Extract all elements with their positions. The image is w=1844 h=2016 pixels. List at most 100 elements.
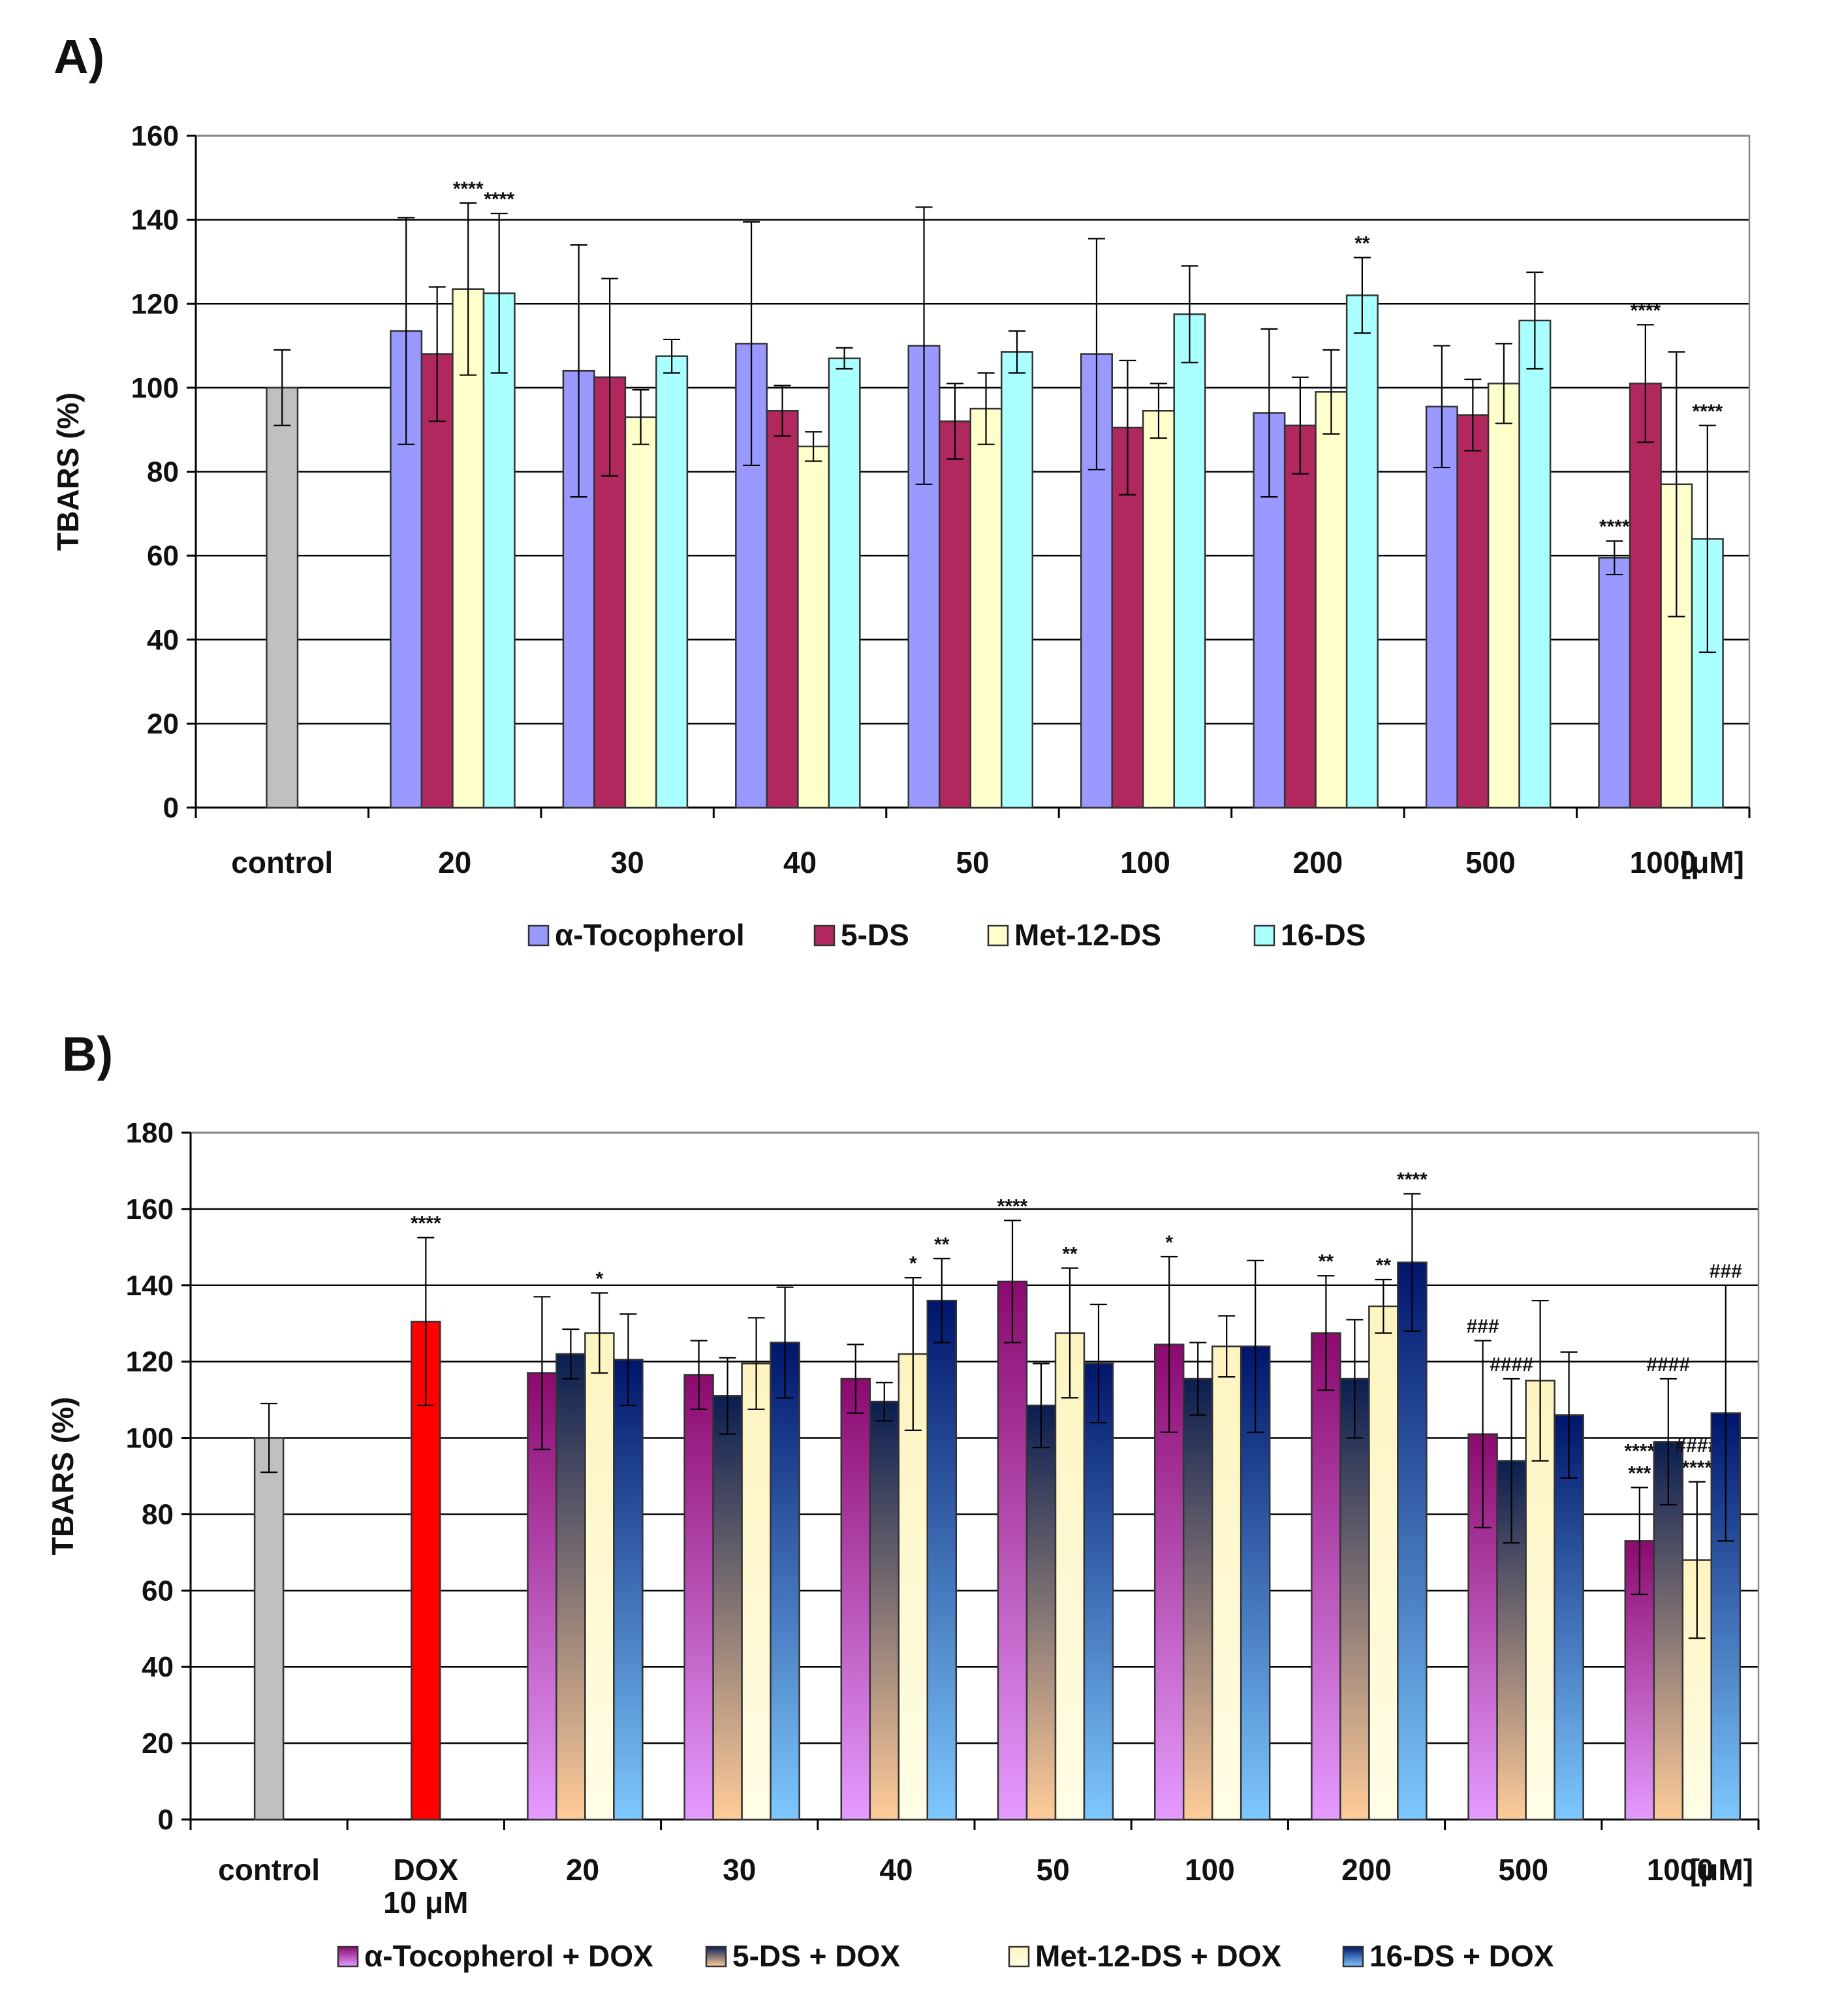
bar-16-ds-500 <box>1518 319 1552 809</box>
significance-label: ** <box>1062 1243 1078 1265</box>
bar-control <box>266 386 299 809</box>
bar-16-ds-dox-500 <box>1554 1414 1584 1821</box>
significance-label: #### <box>1646 1354 1690 1376</box>
bar-met-12-ds-dox-30 <box>741 1362 772 1821</box>
significance-label: **** <box>484 189 514 210</box>
legend-label: 16-DS <box>1281 918 1366 952</box>
x-tick-label: control <box>218 1853 320 1887</box>
x-tick-label: 200 <box>1341 1853 1392 1887</box>
legend-label: 5-DS <box>841 918 909 952</box>
bar-5-ds-200 <box>1283 424 1317 809</box>
x-tick-label: 50 <box>956 845 989 879</box>
bar-5-ds-dox-20 <box>555 1353 586 1821</box>
chart-panel-b: B) 0 20 40 60 80 100 120 140 160 180 TBARS (%) contr… <box>46 1027 1760 1973</box>
bar--tocopherol-dox-200 <box>1311 1332 1341 1821</box>
legend-swatch <box>527 924 550 947</box>
bar-met-12-ds-200 <box>1315 391 1348 809</box>
bar-16-ds-30 <box>655 355 689 809</box>
x-tick-sublabel: 10 μM <box>383 1885 468 1919</box>
y-tick-label: 0 <box>158 1804 174 1836</box>
y-tick-label: 60 <box>147 540 179 572</box>
y-tick-label: 80 <box>147 456 179 488</box>
y-tick-label: 180 <box>126 1117 174 1149</box>
y-axis-label: TBARS (%) <box>46 1397 80 1556</box>
legend-label: 16-DS + DOX <box>1369 1939 1554 1973</box>
bar-met-12-ds-dox-50 <box>1054 1332 1086 1821</box>
x-tick-label: 1000 <box>1630 845 1696 879</box>
bar-control <box>253 1437 285 1821</box>
bar-5-ds-20 <box>420 353 454 809</box>
x-tick-label: 30 <box>723 1853 756 1887</box>
x-unit-label: [μM] <box>1681 845 1744 879</box>
significance-label: * <box>596 1268 604 1289</box>
legend-label: Met-12-DS + DOX <box>1035 1939 1281 1973</box>
panel-label: A) <box>54 29 104 84</box>
bar-16-ds-dox-50 <box>1083 1362 1114 1821</box>
y-tick-label: 40 <box>142 1651 174 1683</box>
y-tick-label: 40 <box>147 624 179 656</box>
chart-panel-a: A) 0 20 40 60 80 100 120 140 160 TBARS (%) control 2… <box>51 29 1751 952</box>
bar-5-ds-1000 <box>1629 383 1662 809</box>
legend-swatch <box>813 924 836 947</box>
x-tick-label: 20 <box>566 1853 599 1887</box>
significance-label: **** <box>1692 401 1723 422</box>
bar-16-ds-dox-40 <box>926 1299 958 1821</box>
bar-16-ds-100 <box>1173 313 1206 809</box>
y-tick-label: 100 <box>131 372 179 404</box>
legend-swatch <box>1253 924 1275 947</box>
y-tick-label: 80 <box>142 1498 174 1530</box>
y-axis-label: TBARS (%) <box>51 392 85 551</box>
bar-5-ds-500 <box>1456 414 1490 809</box>
bar-16-ds-dox-200 <box>1397 1261 1428 1821</box>
bar-5-ds-dox-100 <box>1182 1378 1213 1821</box>
bar-5-ds-dox-30 <box>712 1395 743 1821</box>
bar-met-12-ds-50 <box>969 407 1003 809</box>
x-tick-label: 100 <box>1185 1853 1235 1887</box>
y-tick-label: 20 <box>147 708 179 740</box>
x-tick-label: 500 <box>1465 845 1516 879</box>
legend-swatch <box>337 1945 359 1968</box>
y-tick-label: 120 <box>131 288 179 320</box>
bar-met-12-ds-500 <box>1487 383 1520 809</box>
y-tick-label: 100 <box>126 1423 174 1455</box>
bar-5-ds-dox-200 <box>1339 1378 1370 1821</box>
bar-16-ds-dox-1000 <box>1710 1412 1742 1821</box>
significance-label: ### <box>1467 1316 1499 1338</box>
y-tick-label: 160 <box>126 1193 174 1225</box>
bar-16-ds-200 <box>1345 294 1379 809</box>
significance-label: ** <box>1376 1255 1392 1276</box>
y-tick-label: 0 <box>163 792 179 824</box>
y-tick-label: 160 <box>131 120 179 152</box>
y-tick-label: 20 <box>142 1727 174 1759</box>
x-tick-label: DOX <box>393 1853 458 1887</box>
y-tick-label: 140 <box>131 204 179 236</box>
legend: α-Tocopherol + DOX 5-DS + DOX Met-12-DS + … <box>337 1939 1554 1973</box>
x-tick-label: 20 <box>438 845 471 879</box>
legend-swatch <box>987 924 1009 947</box>
bar--tocopherol-dox-30 <box>683 1374 714 1821</box>
significance-label: **** <box>453 178 484 200</box>
bar--tocopherol-1000 <box>1598 557 1631 809</box>
legend-swatch <box>1008 1945 1030 1968</box>
bar--tocopherol-dox-50 <box>997 1280 1028 1821</box>
y-tick-label: 120 <box>126 1346 174 1378</box>
significance-label: **** <box>1681 1457 1712 1479</box>
x-tick-label: 40 <box>879 1853 913 1887</box>
significance-label: #### <box>1490 1354 1533 1376</box>
bar-5-ds-dox-40 <box>869 1400 900 1821</box>
significance-label: *** <box>1628 1463 1651 1485</box>
significance-label: **** <box>411 1213 441 1235</box>
panel-label: B) <box>62 1027 113 1081</box>
significance-label: **** <box>1624 1441 1655 1462</box>
bar-16-ds-dox-20 <box>613 1359 644 1821</box>
significance-label: * <box>1165 1232 1173 1253</box>
significance-label: ** <box>1354 233 1370 255</box>
significance-label: ### <box>1710 1261 1742 1282</box>
bar--tocopherol-dox-500 <box>1467 1433 1498 1821</box>
bar-16-ds-dox-30 <box>770 1342 800 1821</box>
bar-met-12-ds-dox-20 <box>584 1332 615 1821</box>
bar-met-12-ds-40 <box>797 445 830 809</box>
significance-label: **** <box>1599 516 1630 538</box>
bar-16-ds-50 <box>1001 351 1034 809</box>
